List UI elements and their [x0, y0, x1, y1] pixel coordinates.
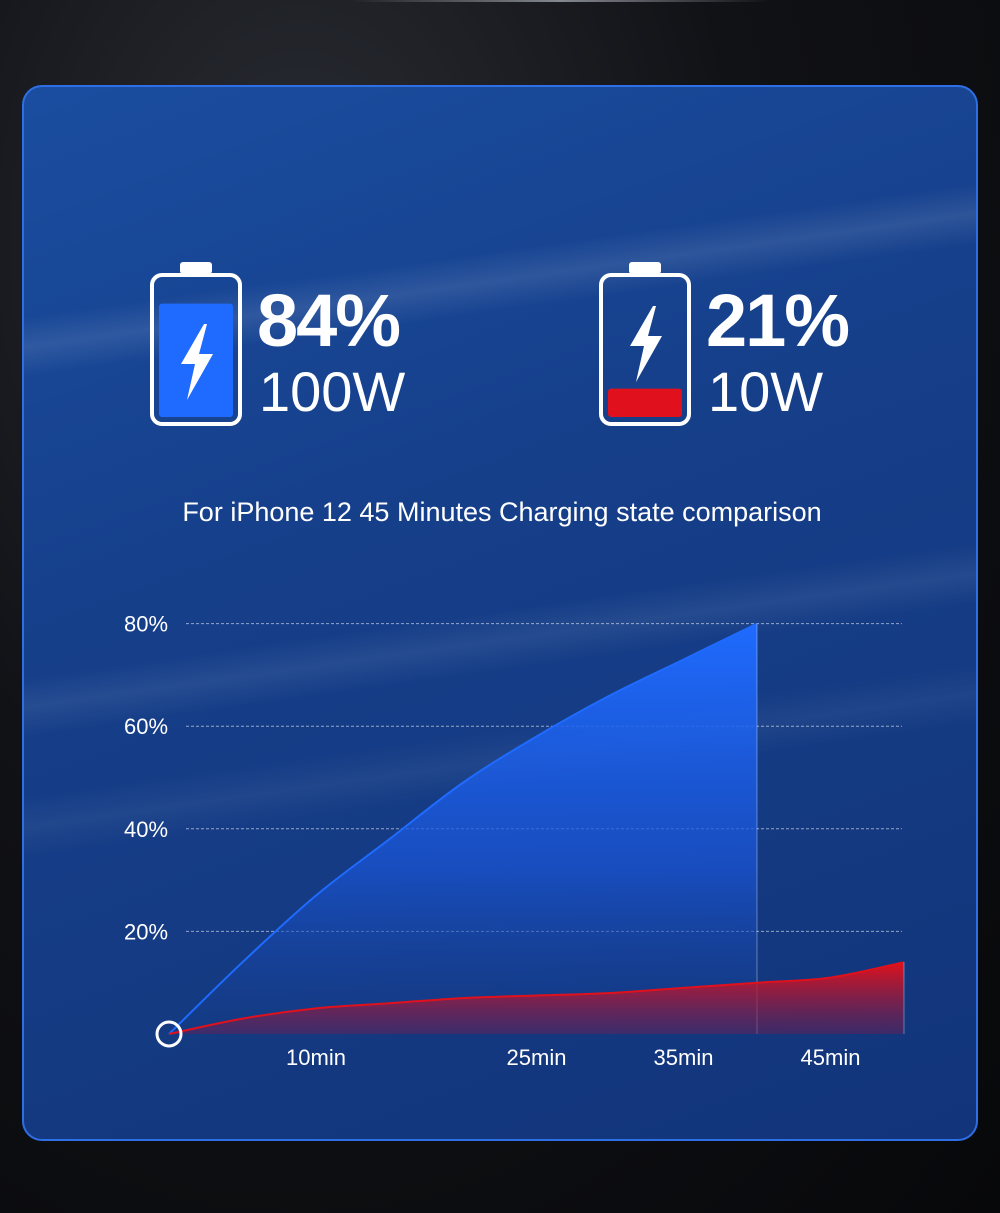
y-tick-label: 80% [124, 612, 168, 637]
charging-area-chart: 20% 40% 60% 80% 10min 25min 35min 45min [124, 612, 905, 1070]
slow-percent: 21% [706, 279, 850, 362]
fast-percent: 84% [257, 279, 401, 362]
x-tick-label: 25min [507, 1045, 567, 1070]
chart-title: For iPhone 12 45 Minutes Charging state … [182, 497, 822, 527]
y-tick-label: 40% [124, 817, 168, 842]
x-tick-label: 35min [654, 1045, 714, 1070]
battery-icon-slow [599, 262, 691, 426]
battery-cap [180, 262, 212, 274]
battery-body [150, 273, 242, 426]
origin-marker [155, 1020, 183, 1048]
background-streak [350, 0, 770, 2]
x-tick-label: 45min [801, 1045, 861, 1070]
fast-wattage: 100W [259, 360, 406, 423]
y-tick-label: 20% [124, 919, 168, 944]
x-tick-label: 10min [286, 1045, 346, 1070]
battery-icon-fast [150, 262, 242, 426]
fast-charge-area [169, 623, 757, 1034]
y-tick-label: 60% [124, 714, 168, 739]
slow-wattage: 10W [708, 360, 824, 423]
battery-level-fill [608, 388, 682, 417]
lightning-bolt-icon [181, 324, 213, 400]
comparison-panel: 84% 100W 21% 10W For iPhone 12 45 Minute… [22, 85, 978, 1141]
battery-body [599, 273, 691, 426]
fast-charge-area-line [168, 622, 758, 1035]
lightning-bolt-icon [630, 306, 662, 382]
slow-charge-area [169, 962, 904, 1034]
battery-cap [629, 262, 661, 274]
